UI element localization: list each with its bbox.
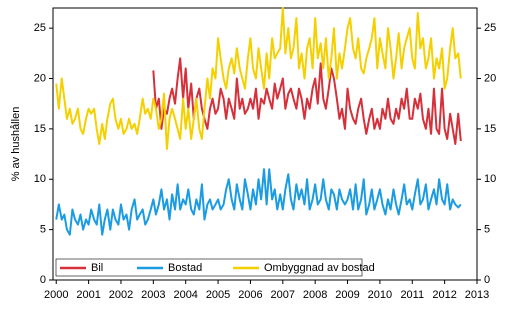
x-tick-label: 2003 [141,289,165,301]
x-tick-label: 2012 [432,289,456,301]
x-tick-label: 2010 [368,289,392,301]
plot-frame [52,7,478,281]
y2-tick-label: 10 [484,173,496,185]
y2-tick-label: 25 [484,22,496,34]
y2-tick-label: 0 [484,274,490,286]
legend-box [55,258,363,277]
y2-tick-label: 20 [484,72,496,84]
x-tick-label: 2004 [173,289,197,301]
legend-label: Bostad [168,262,202,274]
series-line [55,7,462,151]
x-tick-label: 2008 [303,289,327,301]
x-tick-label: 2001 [76,289,100,301]
legend-label: Bil [91,262,103,274]
y-axis-label: % av hushållen [10,107,22,182]
x-tick-label: 2007 [271,289,295,301]
y-tick-label: 0 [40,274,46,286]
x-tick-label: 2011 [400,289,424,301]
x-tick-label: 2009 [335,289,359,301]
y2-tick-label: 15 [484,123,496,135]
x-tick-label: 2002 [109,289,133,301]
y-tick-label: 10 [34,173,46,185]
y-tick-label: 5 [40,224,46,236]
x-tick-label: 2006 [238,289,262,301]
x-tick-label: 2013 [465,289,489,301]
legend-label: Ombyggnad av bostad [264,262,375,274]
y2-tick-label: 5 [484,224,490,236]
x-tick-label: 2000 [44,289,68,301]
y-tick-label: 20 [34,72,46,84]
x-tick-label: 2005 [206,289,230,301]
y-tick-label: 15 [34,123,46,135]
series-line [55,168,462,236]
y-tick-label: 25 [34,22,46,34]
